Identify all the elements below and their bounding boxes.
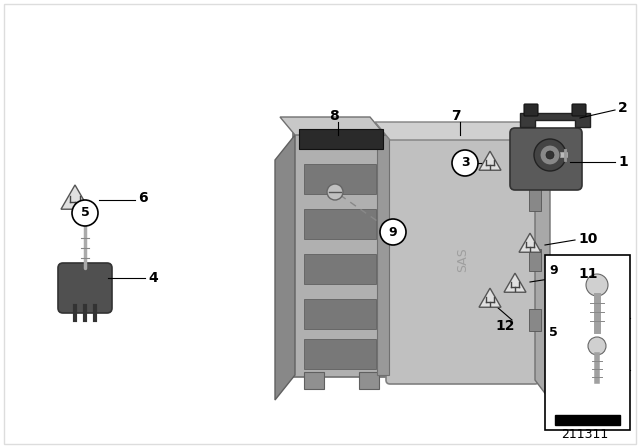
Circle shape (452, 150, 478, 176)
Circle shape (586, 274, 608, 296)
FancyBboxPatch shape (555, 415, 620, 425)
Text: 7: 7 (451, 109, 461, 123)
Text: 5: 5 (549, 327, 557, 340)
Text: 12: 12 (495, 319, 515, 333)
Circle shape (588, 337, 606, 355)
Text: 2: 2 (618, 101, 628, 115)
FancyBboxPatch shape (359, 372, 379, 389)
Text: 5: 5 (81, 207, 90, 220)
FancyBboxPatch shape (529, 249, 541, 271)
FancyBboxPatch shape (304, 254, 376, 284)
Text: 1: 1 (618, 155, 628, 169)
Circle shape (540, 145, 560, 165)
Polygon shape (520, 113, 590, 127)
Text: 9: 9 (388, 225, 397, 238)
FancyBboxPatch shape (304, 299, 376, 329)
FancyBboxPatch shape (304, 372, 324, 389)
FancyBboxPatch shape (299, 129, 383, 149)
Circle shape (546, 151, 554, 159)
FancyBboxPatch shape (529, 189, 541, 211)
Polygon shape (504, 273, 526, 292)
FancyBboxPatch shape (293, 133, 387, 377)
FancyBboxPatch shape (386, 136, 539, 384)
FancyBboxPatch shape (545, 255, 630, 430)
Text: 4: 4 (148, 271, 157, 285)
FancyBboxPatch shape (304, 164, 376, 194)
Polygon shape (535, 140, 550, 400)
Text: 8: 8 (329, 109, 339, 123)
Circle shape (534, 139, 566, 171)
Text: 10: 10 (578, 232, 597, 246)
Polygon shape (375, 122, 535, 140)
FancyBboxPatch shape (304, 209, 376, 239)
FancyBboxPatch shape (58, 263, 112, 313)
Text: 9: 9 (549, 263, 557, 276)
Circle shape (327, 184, 343, 200)
Text: SAS: SAS (456, 248, 469, 272)
FancyBboxPatch shape (524, 104, 538, 116)
FancyBboxPatch shape (377, 135, 389, 375)
Circle shape (72, 200, 98, 226)
FancyBboxPatch shape (510, 128, 582, 190)
Polygon shape (479, 151, 501, 170)
FancyBboxPatch shape (529, 309, 541, 331)
Text: 3: 3 (461, 156, 469, 169)
Text: 211311: 211311 (561, 427, 609, 440)
FancyBboxPatch shape (572, 104, 586, 116)
Text: 11: 11 (578, 267, 598, 281)
FancyBboxPatch shape (304, 339, 376, 369)
Text: 6: 6 (138, 191, 148, 205)
Circle shape (380, 219, 406, 245)
Polygon shape (479, 288, 501, 307)
Polygon shape (280, 117, 385, 135)
Polygon shape (275, 135, 295, 400)
Polygon shape (519, 233, 541, 252)
Polygon shape (61, 185, 89, 209)
